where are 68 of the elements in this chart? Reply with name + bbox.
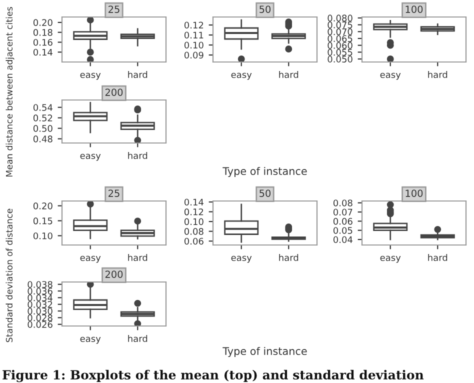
y-tick-label: 0.18 xyxy=(33,29,52,36)
y-tick-label: 0.12 xyxy=(184,208,204,216)
y-tick-label: 0.08 xyxy=(333,200,352,206)
y-tick-label: 0.030 xyxy=(28,308,52,315)
y-tick-label: 0.070 xyxy=(328,28,352,36)
x-tick-label: easy xyxy=(380,72,401,80)
y-tick-label: 0.065 xyxy=(328,35,352,42)
x-tick-label: easy xyxy=(80,336,101,344)
y-tick-label: 0.20 xyxy=(33,202,52,210)
y-tick-label: 0.20 xyxy=(33,19,52,26)
y-tick-label: 0.034 xyxy=(28,294,52,302)
chart-title: 25 xyxy=(108,6,120,13)
x-axis-title: Type of instance xyxy=(222,346,307,358)
y-tick-label: 0.07 xyxy=(333,208,352,216)
y-tick-label: 0.08 xyxy=(184,228,204,235)
x-axis-title: Type of instance xyxy=(222,166,307,178)
chart-title: 200 xyxy=(105,270,123,278)
y-tick-label: 0.10 xyxy=(184,218,204,226)
y-tick-label: 0.050 xyxy=(328,56,352,63)
chart-title: 25 xyxy=(108,190,120,197)
y-tick-label: 0.032 xyxy=(28,301,52,308)
x-tick-label: easy xyxy=(80,72,101,80)
y-tick-label: 0.48 xyxy=(33,136,52,142)
x-tick-label: hard xyxy=(128,254,148,262)
y-tick-label: 0.10 xyxy=(184,42,204,49)
x-tick-label: easy xyxy=(80,256,101,263)
x-tick-label: hard xyxy=(428,71,448,78)
y-tick-label: 0.026 xyxy=(28,321,52,328)
x-tick-label: hard xyxy=(128,152,148,160)
y-tick-label: 0.11 xyxy=(184,32,204,39)
chart-title: 50 xyxy=(260,190,271,197)
y-tick-label: 0.038 xyxy=(28,281,52,288)
chart-title: 100 xyxy=(406,190,423,197)
x-tick-label: hard xyxy=(128,71,148,78)
y-tick-label: 0.10 xyxy=(33,232,52,240)
y-tick-label: 0.09 xyxy=(184,52,204,59)
y-tick-label: 0.12 xyxy=(184,22,204,29)
y-tick-label: 0.080 xyxy=(328,14,352,22)
x-tick-label: easy xyxy=(231,72,252,80)
y-tick-label: 0.06 xyxy=(184,238,204,245)
x-tick-label: hard xyxy=(128,335,148,342)
y-tick-label: 0.14 xyxy=(184,198,204,206)
x-tick-label: easy xyxy=(80,154,101,161)
y-tick-label: 0.16 xyxy=(33,38,52,46)
chart-title: 100 xyxy=(406,6,423,13)
y-tick-label: 0.075 xyxy=(328,22,352,28)
x-tick-label: hard xyxy=(428,254,448,262)
y-tick-label: 0.15 xyxy=(33,217,52,224)
y-tick-label: 0.52 xyxy=(33,114,52,122)
y-axis-title: Mean distance between adjacent cities xyxy=(6,7,14,177)
y-tick-label: 0.055 xyxy=(328,48,352,56)
y-tick-label: 0.036 xyxy=(28,288,52,295)
y-tick-label: 0.06 xyxy=(333,218,352,225)
y-tick-label: 0.060 xyxy=(328,42,352,49)
y-axis-title: Standard deviation of distance xyxy=(6,208,13,342)
y-tick-label: 0.04 xyxy=(333,236,352,244)
chart-title: 50 xyxy=(260,6,271,13)
y-tick-label: 0.05 xyxy=(333,227,352,234)
caption: Figure 1: Boxplots of the mean (top) and standard deviation xyxy=(2,370,424,382)
y-tick-label: 0.14 xyxy=(33,48,52,56)
x-tick-label: hard xyxy=(279,254,298,262)
chart-title: 200 xyxy=(105,88,123,96)
x-tick-label: easy xyxy=(231,256,252,263)
y-tick-label: 0.54 xyxy=(33,104,52,111)
y-tick-label: 0.50 xyxy=(33,125,52,132)
x-tick-label: easy xyxy=(380,256,401,263)
x-tick-label: hard xyxy=(279,71,298,78)
y-tick-label: 0.028 xyxy=(28,314,52,322)
